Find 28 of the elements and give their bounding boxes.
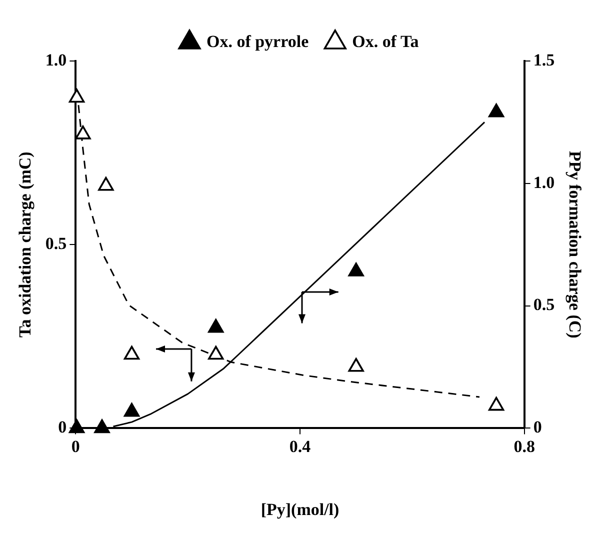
y2-tick-label: 1.0 — [533, 172, 555, 192]
point — [488, 104, 504, 118]
point — [68, 88, 85, 103]
y-tick-label: 1.0 — [45, 50, 67, 70]
point — [124, 346, 140, 360]
point — [488, 396, 504, 411]
y2-tick-label: 0.5 — [533, 295, 555, 314]
y-tick-label: 0 — [58, 418, 67, 437]
y2-tick-label: 1.5 — [533, 50, 555, 70]
x-tick-label: 0.4 — [289, 436, 312, 456]
x-tick-label: 0 — [71, 436, 80, 456]
point — [98, 176, 114, 191]
x-tick-label: 0.8 — [514, 436, 535, 456]
point — [208, 318, 224, 333]
point — [124, 402, 140, 417]
point — [94, 419, 110, 434]
point — [208, 346, 224, 360]
legend-label: Ox. of Ta — [352, 32, 420, 51]
point — [348, 262, 364, 276]
point — [348, 358, 364, 372]
point — [75, 126, 91, 140]
y2-axis-title: PPy formation charge (C) — [565, 150, 584, 338]
point — [68, 419, 85, 434]
y2-tick-label: 0 — [533, 418, 542, 437]
x-axis-title: [Py](mol/l) — [260, 500, 340, 520]
y-axis-title: Ta oxidation charge (mC) — [16, 152, 35, 338]
legend-label: Ox. of pyrrole — [206, 32, 310, 51]
y-tick-label: 0.5 — [45, 234, 67, 253]
